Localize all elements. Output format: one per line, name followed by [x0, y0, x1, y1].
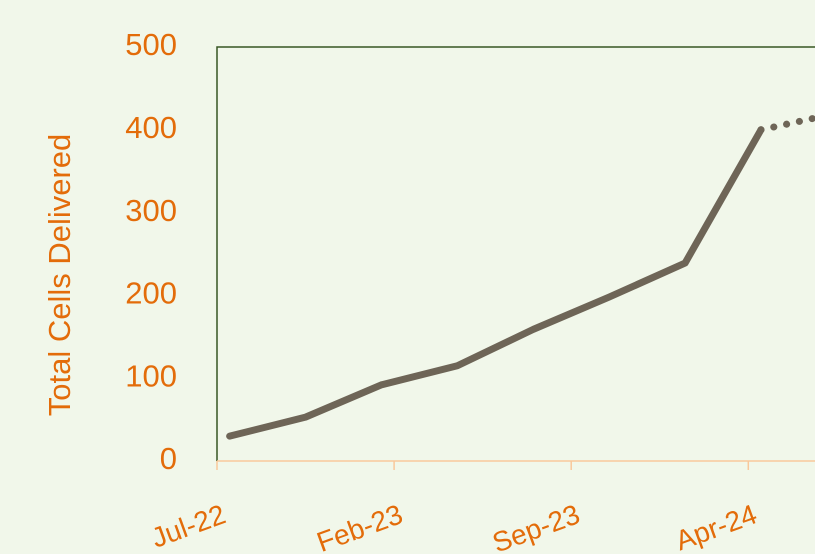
y-tick-label: 200: [125, 276, 177, 311]
data-line: [757, 114, 815, 134]
y-tick-label: 0: [160, 441, 177, 476]
y-tick-label: 100: [125, 358, 177, 393]
plot-frame: [216, 46, 815, 461]
y-tick-label: 300: [125, 193, 177, 228]
y-axis-label: Total Cells Delivered: [42, 134, 77, 417]
data-line: [226, 126, 765, 440]
y-tick-label: 400: [125, 110, 177, 145]
y-tick-label: 500: [125, 27, 177, 62]
